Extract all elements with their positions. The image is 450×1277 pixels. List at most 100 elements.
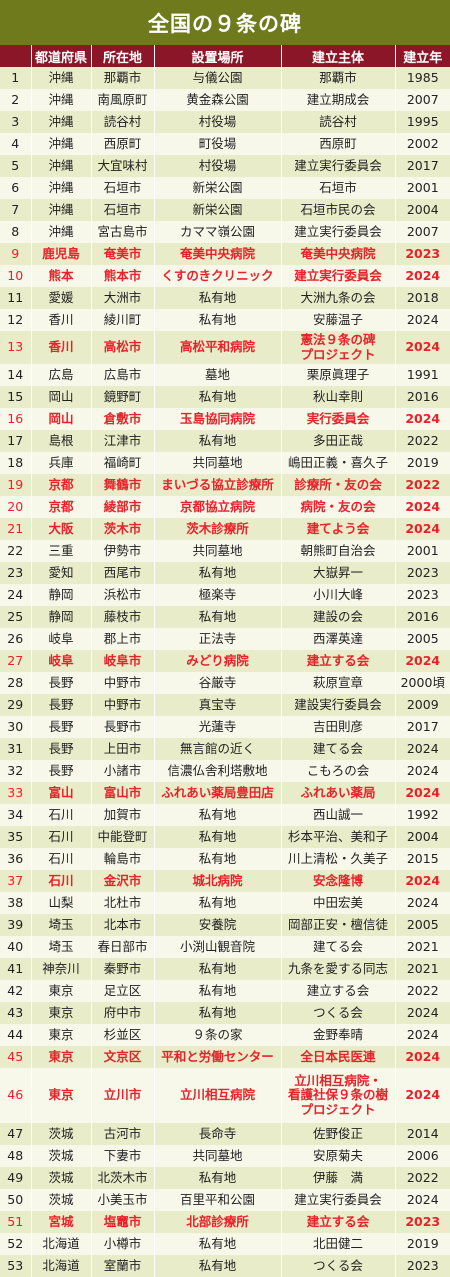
cell-prefecture: 静岡 [30,606,91,628]
table-row: 7 沖縄 石垣市 新栄公園 石垣市民の会 2004 [0,199,450,221]
cell-location: 立川市 [90,1068,154,1123]
cell-location: 杉並区 [90,1024,154,1046]
cell-organizer: 多田正哉 [280,430,395,452]
cell-organizer: 建立実行委員会 [280,265,395,287]
cell-prefecture: 大阪 [30,518,91,540]
cell-prefecture: 香川 [30,309,91,331]
cell-organizer: 奄美中央病院 [280,243,395,265]
table-row: 32 長野 小諸市 信濃仏舎利塔敷地 こもろの会 2024 [0,760,450,782]
cell-place: ９条の家 [153,1024,281,1046]
cell-number: 48 [0,1145,31,1167]
cell-place: 玉島協同病院 [153,408,281,430]
table-row: 28 長野 中野市 谷厳寺 萩原宣章 2000頃 [0,672,450,694]
cell-prefecture: 沖縄 [30,177,91,199]
table-header-row: 都道府県 所在地 設置場所 建立主体 建立年 [0,45,450,67]
cell-prefecture: 岡山 [30,386,91,408]
cell-number: 33 [0,782,31,804]
table-row: 2 沖縄 南風原町 黄金森公園 建立期成会 2007 [0,89,450,111]
cell-year: 1985 [394,67,450,89]
cell-organizer: 診療所・友の会 [280,474,395,496]
table-body: 1 沖縄 那覇市 与儀公園 那覇市 1985 2 沖縄 南風原町 黄金森公園 建立期成会 2007 3 沖… [0,67,450,1277]
cell-prefecture: 東京 [30,1024,91,1046]
cell-organizer: 栗原眞理子 [280,364,395,386]
cell-prefecture: 埼玉 [30,914,91,936]
cell-place: 私有地 [153,386,281,408]
cell-prefecture: 東京 [30,980,91,1002]
cell-prefecture: 山梨 [30,892,91,914]
cell-place: 私有地 [153,309,281,331]
cell-location: 北杜市 [90,892,154,914]
cell-place: 共同墓地 [153,1145,281,1167]
header-prefecture: 都道府県 [30,45,91,67]
cell-year: 2005 [394,914,450,936]
cell-year: 2001 [394,177,450,199]
cell-location: 奄美市 [90,243,154,265]
cell-year: 2015 [394,848,450,870]
cell-number: 23 [0,562,31,584]
cell-number: 13 [0,331,31,364]
cell-number: 39 [0,914,31,936]
cell-place: 京都協立病院 [153,496,281,518]
cell-number: 26 [0,628,31,650]
cell-location: 加賀市 [90,804,154,826]
cell-organizer: 佐野俊正 [280,1123,395,1145]
cell-prefecture: 茨城 [30,1145,91,1167]
cell-organizer: 北田健二 [280,1233,395,1255]
cell-organizer: 建立実行委員会 [280,1189,395,1211]
cell-year: 2023 [394,1211,450,1233]
cell-location: 北本市 [90,914,154,936]
cell-location: 上田市 [90,738,154,760]
cell-year: 2006 [394,1145,450,1167]
cell-organizer: 九条を愛する同志 [280,958,395,980]
cell-place: 平和と労働センター [153,1046,281,1068]
table-row: 38 山梨 北杜市 私有地 中田宏美 2024 [0,892,450,914]
cell-place: 正法寺 [153,628,281,650]
cell-year: 2024 [394,408,450,430]
cell-year: 2018 [394,287,450,309]
cell-organizer: 憲法９条の碑 プロジェクト [280,331,395,364]
cell-location: 北茨木市 [90,1167,154,1189]
cell-prefecture: 茨城 [30,1123,91,1145]
cell-location: 郡上市 [90,628,154,650]
cell-organizer: 小川大峰 [280,584,395,606]
cell-location: 広島市 [90,364,154,386]
cell-prefecture: 沖縄 [30,67,91,89]
cell-prefecture: 沖縄 [30,155,91,177]
cell-year: 2024 [394,760,450,782]
cell-location: 那覇市 [90,67,154,89]
cell-organizer: 西山誠一 [280,804,395,826]
cell-place: 新栄公園 [153,199,281,221]
cell-location: 秦野市 [90,958,154,980]
cell-place: 私有地 [153,430,281,452]
table-row: 24 静岡 浜松市 極楽寺 小川大峰 2023 [0,584,450,606]
cell-location: 舞鶴市 [90,474,154,496]
cell-number: 37 [0,870,31,892]
cell-organizer: 建てる会 [280,738,395,760]
cell-organizer: 建てよう会 [280,518,395,540]
table-row: 12 香川 綾川町 私有地 安藤温子 2024 [0,309,450,331]
cell-year: 2024 [394,1046,450,1068]
cell-location: 高松市 [90,331,154,364]
table-row: 41 神奈川 秦野市 私有地 九条を愛する同志 2021 [0,958,450,980]
cell-prefecture: 香川 [30,331,91,364]
cell-year: 2024 [394,1189,450,1211]
table-row: 34 石川 加賀市 私有地 西山誠一 1992 [0,804,450,826]
cell-place: 極楽寺 [153,584,281,606]
cell-location: 塩竈市 [90,1211,154,1233]
cell-number: 34 [0,804,31,826]
cell-location: 春日部市 [90,936,154,958]
cell-place: カママ嶺公園 [153,221,281,243]
cell-prefecture: 長野 [30,738,91,760]
cell-organizer: 大嶽昇一 [280,562,395,584]
cell-year: 2023 [394,584,450,606]
cell-place: 無言館の近く [153,738,281,760]
table-row: 10 熊本 熊本市 くすのきクリニック 建立実行委員会 2024 [0,265,450,287]
table-row: 53 北海道 室蘭市 私有地 つくる会 2023 [0,1255,450,1277]
table-row: 49 茨城 北茨木市 私有地 伊藤 満 2022 [0,1167,450,1189]
table-row: 15 岡山 鏡野町 私有地 秋山幸則 2016 [0,386,450,408]
cell-year: 2022 [394,474,450,496]
cell-organizer: 石垣市民の会 [280,199,395,221]
cell-number: 16 [0,408,31,430]
cell-location: 室蘭市 [90,1255,154,1277]
cell-prefecture: 東京 [30,1046,91,1068]
